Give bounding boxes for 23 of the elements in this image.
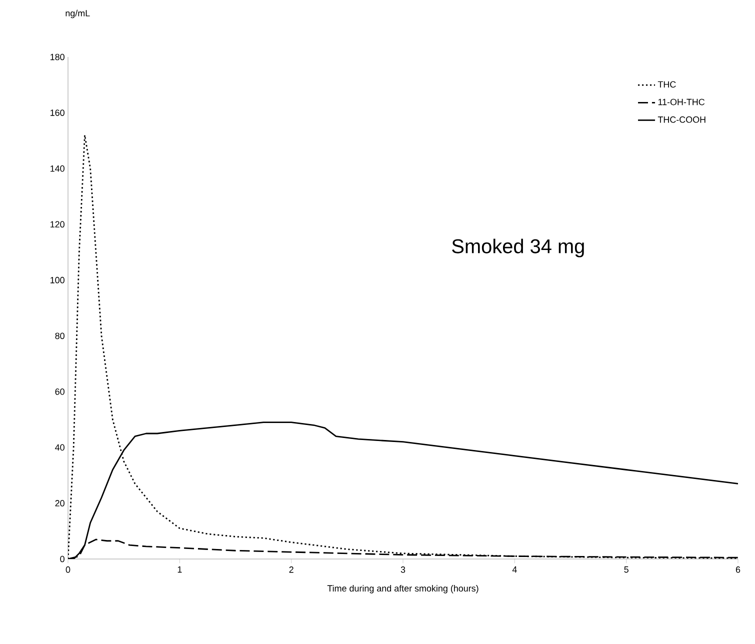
x-tick-label: 4 xyxy=(512,566,517,573)
y-tick-label: 180 xyxy=(50,54,64,60)
x-tick-label: 5 xyxy=(624,566,628,573)
x-tick-label: 1 xyxy=(178,566,182,573)
x-tick-label: 6 xyxy=(736,566,740,573)
x-tick-label: 0 xyxy=(66,566,70,573)
legend-label: THC xyxy=(658,81,676,88)
legend-label: 11-OH-THC xyxy=(658,98,705,106)
y-tick-label: 140 xyxy=(50,165,64,172)
y-tick-label: 20 xyxy=(55,500,64,506)
x-tick-label: 3 xyxy=(400,566,406,573)
y-tick-label: 60 xyxy=(55,388,64,395)
y-tick-label: 160 xyxy=(50,110,64,116)
y-tick-label: 40 xyxy=(55,444,64,451)
y-tick-label: 0 xyxy=(60,556,64,562)
y-tick-label: 100 xyxy=(50,276,64,284)
y-axis-title: ng/mL xyxy=(66,10,90,18)
y-tick-label: 120 xyxy=(50,221,64,228)
legend-label: THC-COOH xyxy=(658,116,706,123)
annotation: Smoked 34 mg xyxy=(452,238,584,258)
y-tick-label: 80 xyxy=(55,332,64,340)
x-tick-label: 2 xyxy=(289,566,294,573)
x-axis-title: Time during and after smoking (hours) xyxy=(327,584,478,594)
